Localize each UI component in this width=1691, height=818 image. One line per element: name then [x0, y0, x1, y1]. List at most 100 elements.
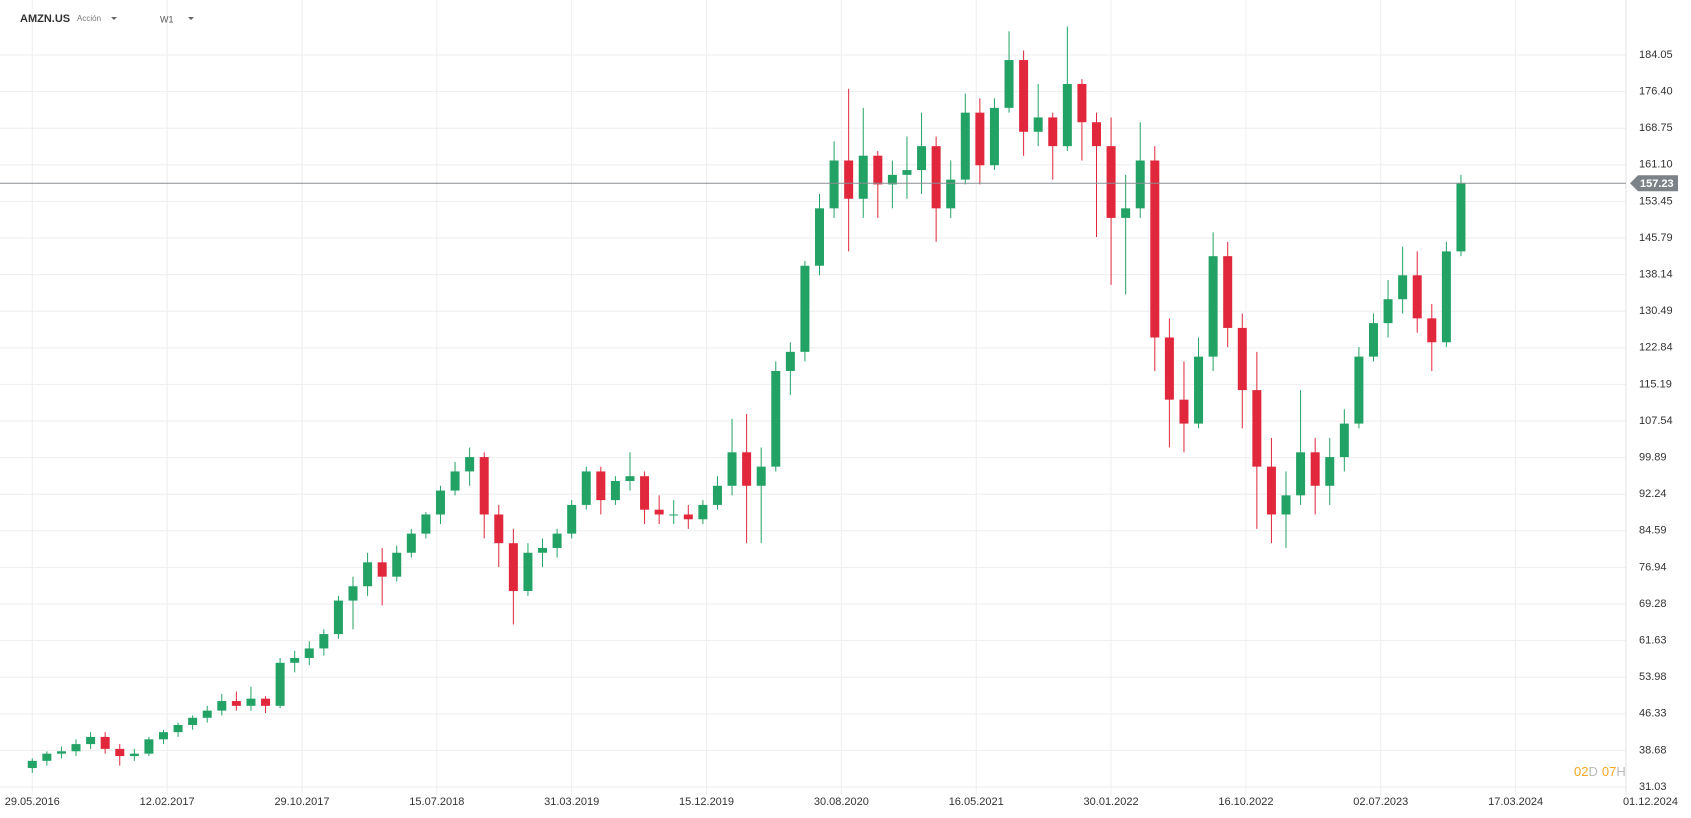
candle-body — [596, 471, 606, 501]
x-tick-label: 01.12.2024 — [1623, 796, 1678, 808]
candle-body — [946, 179, 956, 209]
candle-body — [406, 533, 416, 553]
candle-body — [960, 112, 970, 180]
candle-body — [129, 753, 139, 757]
candle-body — [1121, 208, 1131, 218]
candle-body — [304, 648, 314, 658]
y-tick-label: 69.28 — [1639, 598, 1667, 610]
candle-body — [1398, 275, 1408, 300]
y-tick-label: 31.03 — [1639, 781, 1667, 793]
candle-body — [231, 701, 241, 706]
countdown-days: 02 — [1574, 764, 1588, 779]
candle-body — [640, 476, 650, 510]
candle-body — [1077, 83, 1087, 123]
candle-body — [975, 112, 985, 166]
candle-body — [494, 514, 504, 544]
candle-body — [523, 552, 533, 592]
candle-body — [450, 471, 460, 491]
candle-body — [188, 717, 198, 725]
candle-body — [1048, 117, 1058, 147]
candle-body — [552, 533, 562, 548]
candle-body — [610, 480, 620, 501]
x-tick-label: 16.10.2022 — [1218, 796, 1273, 808]
candle-body — [1004, 60, 1014, 108]
candle-body — [683, 514, 693, 520]
y-tick-label: 38.68 — [1639, 744, 1667, 756]
candle-body — [1150, 160, 1160, 338]
candle-body — [625, 476, 635, 481]
candle-body — [56, 751, 66, 754]
timeframe-dropdown[interactable] — [188, 17, 194, 20]
candle-body — [508, 543, 518, 592]
y-tick-label: 61.63 — [1639, 635, 1667, 647]
grid — [0, 0, 1626, 795]
y-tick-label: 138.14 — [1639, 269, 1673, 281]
candle-body — [71, 744, 81, 752]
y-tick-label: 161.10 — [1639, 159, 1673, 171]
candle-body — [931, 146, 941, 209]
candle-body — [1208, 256, 1218, 357]
y-tick-label: 76.94 — [1639, 561, 1667, 573]
x-tick-label: 02.07.2023 — [1353, 796, 1408, 808]
y-tick-label: 53.98 — [1639, 671, 1667, 683]
candle-body — [844, 160, 854, 199]
y-tick-label: 184.05 — [1639, 49, 1673, 61]
candle-body — [465, 457, 475, 472]
x-tick-label: 29.10.2017 — [274, 796, 329, 808]
candle-body — [1427, 318, 1437, 343]
last-price-tag — [1630, 175, 1678, 192]
candle-body — [1339, 423, 1349, 458]
y-tick-label: 168.75 — [1639, 122, 1673, 134]
candle-body — [261, 698, 271, 706]
candle-body — [100, 736, 110, 749]
y-tick-label: 92.24 — [1639, 488, 1667, 500]
candle-body — [246, 698, 256, 706]
candle-body — [144, 739, 154, 754]
candle-body — [319, 634, 329, 649]
candle-body — [1354, 356, 1364, 424]
candle-body — [290, 657, 300, 663]
candle-body — [1441, 251, 1451, 343]
candle-body — [377, 562, 387, 577]
candle-body — [829, 160, 839, 209]
x-tick-label: 29.05.2016 — [5, 796, 60, 808]
candle-body — [698, 504, 708, 520]
y-tick-label: 46.33 — [1639, 708, 1667, 720]
x-tick-label: 30.08.2020 — [814, 796, 869, 808]
candle-body — [27, 760, 37, 769]
candle-body — [785, 351, 795, 371]
symbol[interactable]: AMZN.US — [20, 13, 70, 25]
candle-body — [1310, 452, 1320, 486]
candle-body — [1062, 83, 1072, 147]
candle-body — [727, 452, 737, 486]
candle-body — [538, 547, 548, 553]
last-price-label: 157.23 — [1640, 178, 1674, 190]
candle-body — [1296, 452, 1306, 496]
candle-body — [1383, 299, 1393, 324]
y-tick-label: 145.79 — [1639, 232, 1673, 244]
candle-body — [275, 662, 285, 706]
candle-body — [435, 490, 445, 515]
candle-body — [858, 155, 868, 199]
candle-body — [800, 265, 810, 352]
timeframe[interactable]: W1 — [160, 14, 174, 24]
candle-body — [421, 514, 431, 534]
candle-body — [1325, 457, 1335, 486]
y-tick-label: 107.54 — [1639, 415, 1673, 427]
candle-body — [669, 514, 679, 516]
candle-body — [115, 748, 125, 757]
candle-body — [333, 600, 343, 635]
candle-body — [1091, 122, 1101, 147]
x-tick-label: 17.03.2024 — [1488, 796, 1543, 808]
candle-body — [392, 552, 402, 577]
countdown-hours-unit: H — [1616, 764, 1625, 779]
candle-body — [1368, 323, 1378, 357]
candle-body — [887, 174, 897, 185]
x-tick-label: 15.07.2018 — [409, 796, 464, 808]
symbol-dropdown[interactable] — [111, 17, 117, 20]
candle-body — [348, 586, 358, 601]
candle-body — [742, 452, 752, 486]
countdown: 02D 07H — [1574, 764, 1626, 779]
